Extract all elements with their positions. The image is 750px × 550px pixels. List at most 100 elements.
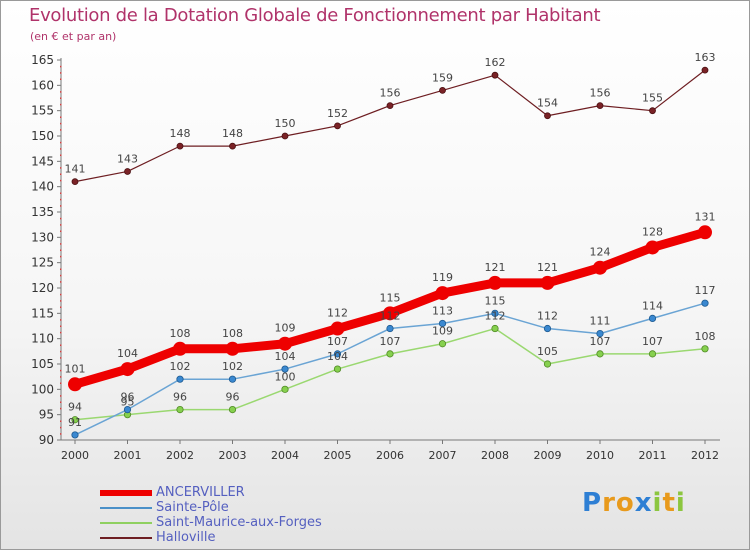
data-point	[176, 405, 184, 414]
y-tick-label: 90	[39, 433, 54, 447]
data-point	[435, 286, 450, 301]
data-label: 150	[275, 117, 296, 130]
y-minor-tick	[60, 230, 62, 232]
y-minor-tick	[60, 382, 62, 384]
data-point	[491, 71, 499, 79]
data-label: 101	[65, 362, 86, 375]
data-point	[71, 431, 79, 439]
x-tick-label: 2006	[376, 449, 404, 462]
y-minor-tick	[60, 192, 62, 194]
data-point	[281, 365, 289, 373]
data-label: 128	[642, 225, 663, 238]
y-minor-tick	[60, 91, 62, 93]
y-tick-label: 120	[31, 281, 54, 295]
data-label: 156	[380, 87, 401, 100]
y-tick-label: 160	[31, 78, 54, 92]
data-point	[281, 132, 289, 140]
y-minor-tick	[60, 401, 62, 403]
data-point	[645, 240, 660, 255]
data-label: 91	[68, 416, 82, 429]
data-label: 96	[173, 391, 187, 404]
y-minor-tick	[60, 395, 62, 397]
data-point	[596, 350, 604, 358]
chart-subtitle: (en € et par an)	[30, 30, 117, 43]
y-minor-tick	[60, 255, 62, 258]
data-label: 154	[537, 97, 558, 110]
proxiti-logo: Proxiti	[582, 488, 686, 518]
data-label: 156	[590, 87, 611, 100]
data-point	[68, 377, 82, 392]
data-point	[334, 122, 341, 130]
y-minor-tick	[60, 325, 62, 327]
data-label: 109	[275, 322, 296, 335]
data-label: 104	[275, 350, 296, 363]
legend-swatch-ancerviller	[100, 490, 152, 496]
data-point	[649, 107, 656, 115]
y-tick-label: 145	[31, 154, 54, 168]
y-tick-label: 150	[31, 129, 54, 143]
y-minor-tick	[60, 350, 62, 353]
logo-letter: r	[602, 488, 616, 518]
data-label: 95	[121, 396, 135, 409]
data-point	[228, 375, 237, 383]
data-label: 163	[695, 51, 716, 64]
data-label: 148	[222, 127, 243, 140]
y-tick-label: 165	[31, 53, 54, 67]
data-point	[173, 341, 187, 356]
data-point	[225, 341, 240, 356]
data-label: 148	[170, 127, 191, 140]
y-minor-tick	[60, 205, 62, 207]
data-label: 152	[327, 107, 348, 120]
x-tick-label: 2010	[586, 449, 614, 462]
data-label: 102	[170, 360, 191, 373]
x-tick-label: 2009	[534, 449, 562, 462]
data-label: 112	[327, 307, 348, 320]
series-ancerviller	[68, 225, 712, 392]
y-minor-tick	[60, 224, 62, 226]
data-point	[593, 260, 607, 275]
data-point	[386, 350, 394, 358]
data-label: 107	[327, 335, 348, 348]
x-tick-label: 2004	[271, 449, 299, 462]
y-minor-tick	[60, 369, 62, 372]
x-tick-label: 2012	[691, 449, 719, 462]
x-tick-label: 2007	[429, 449, 457, 462]
y-minor-tick	[60, 407, 62, 410]
y-minor-tick	[60, 331, 62, 334]
y-minor-tick	[60, 141, 62, 144]
data-point	[229, 142, 236, 150]
data-label: 115	[380, 291, 401, 304]
legend-label-ancerviller: ANCERVILLER	[156, 485, 245, 500]
y-tick-label: 115	[31, 306, 54, 320]
y-minor-tick	[60, 198, 62, 201]
data-label: 119	[432, 271, 453, 284]
logo-letter: i	[652, 488, 663, 518]
y-minor-tick	[60, 357, 62, 359]
data-label: 143	[117, 152, 138, 165]
data-point	[383, 306, 397, 321]
data-label: 104	[327, 350, 348, 363]
y-minor-tick	[60, 179, 62, 182]
series-saint-maurice-aux-forges	[71, 324, 709, 424]
y-minor-tick	[60, 173, 62, 175]
y-minor-tick	[60, 72, 62, 74]
y-minor-tick	[60, 281, 62, 283]
data-point	[71, 178, 79, 186]
data-point	[278, 336, 292, 351]
legend-label-sainte-pole: Sainte-Pôle	[156, 500, 229, 515]
y-minor-tick	[60, 344, 62, 346]
data-point	[71, 416, 79, 424]
data-point	[701, 66, 709, 74]
data-label: 107	[590, 335, 611, 348]
data-point	[544, 112, 551, 120]
y-minor-tick	[60, 268, 62, 270]
legend-swatch-halloville	[100, 537, 152, 539]
data-label: 112	[380, 310, 401, 323]
data-label: 102	[222, 360, 243, 373]
data-point	[596, 329, 604, 338]
data-label: 131	[695, 210, 716, 223]
data-point	[540, 275, 555, 290]
series-halloville	[71, 66, 709, 186]
logo-letter: o	[615, 488, 635, 518]
